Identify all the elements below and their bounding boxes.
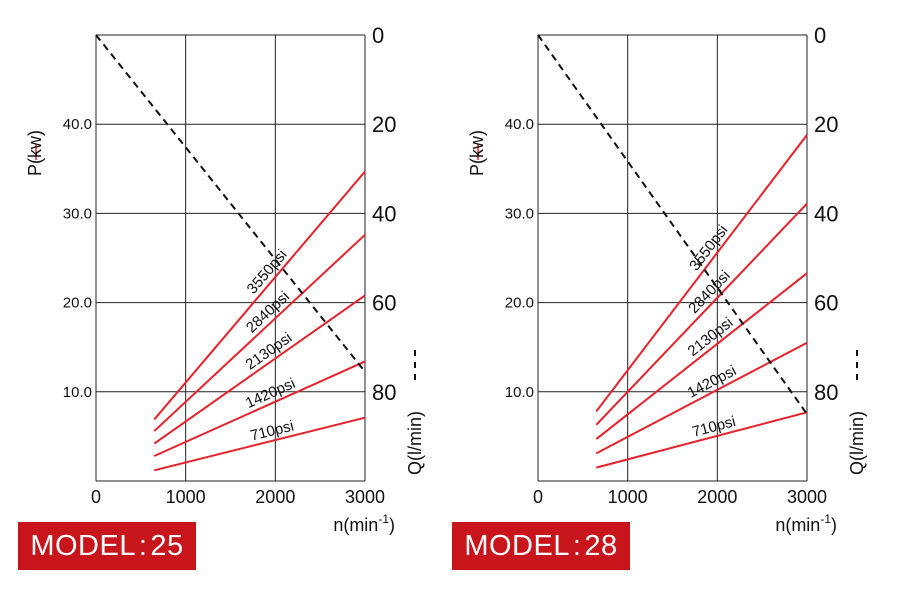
power-line-2130psi	[153, 294, 366, 445]
power-line-2840psi	[153, 234, 366, 432]
y-tick-label: 20.0	[505, 295, 534, 312]
chart-0: 10.0 20.0 30.0 40.0 0 20 40 60 80 0 1000 2000 3000 P(…	[25, 23, 425, 535]
power-line-710psi	[154, 416, 366, 472]
y2-tick-label: 0	[814, 23, 826, 48]
y2-tick-label: 20	[372, 112, 396, 137]
series-label-2130psi: 2130psi	[685, 314, 737, 360]
model-badge-28: MODEL : 28	[452, 522, 630, 570]
power-line-3550psi	[595, 134, 808, 413]
x-tick-label: 0	[91, 487, 101, 507]
x-tick-label: 3000	[345, 487, 385, 507]
y-axis-title: P(kw)	[25, 130, 45, 176]
series-label-3550psi: 3550psi	[686, 222, 731, 274]
y2-tick-label: 60	[814, 291, 838, 316]
model-badge-28-label: MODEL : 28	[464, 530, 618, 562]
series-label-2840psi: 2840psi	[685, 267, 734, 317]
flow-line	[537, 34, 808, 415]
series-label-2130psi: 2130psi	[243, 329, 296, 373]
y-tick-label: 40.0	[63, 116, 92, 133]
y-tick-label: 30.0	[63, 205, 92, 222]
y2-tick-label: 60	[372, 291, 396, 316]
y2-tick-label: 0	[372, 23, 384, 48]
y-tick-label: 40.0	[505, 116, 534, 133]
x-axis-title: n(min-1)	[333, 512, 395, 535]
chart-1: 10.0 20.0 30.0 40.0 0 20 40 60 80 0 1000 2000 3000 P(…	[467, 23, 867, 535]
series-label-1420psi: 1420psi	[243, 375, 298, 412]
y2-tick-label: 80	[372, 380, 396, 405]
x-axis-title: n(min-1)	[775, 512, 837, 535]
y-tick-label: 10.0	[505, 384, 534, 401]
power-line-1420psi	[153, 360, 366, 457]
series-label-2840psi: 2840psi	[243, 288, 293, 336]
y2-tick-label: 40	[372, 201, 396, 226]
power-line-1420psi	[595, 341, 808, 455]
y2-axis-title: Q(l/min)	[847, 411, 867, 475]
power-line-2130psi	[595, 272, 808, 440]
model-badge-25-label: MODEL : 25	[30, 530, 184, 562]
x-tick-label: 2000	[255, 487, 295, 507]
power-line-710psi	[596, 411, 808, 469]
y2-tick-label: 20	[814, 112, 838, 137]
flow-line	[95, 34, 366, 373]
power-line-2840psi	[595, 202, 808, 426]
y-tick-label: 10.0	[63, 384, 92, 401]
x-tick-label: 2000	[697, 487, 737, 507]
x-tick-label: 1000	[608, 487, 648, 507]
x-tick-label: 0	[533, 487, 543, 507]
y2-tick-label: 40	[814, 201, 838, 226]
y2-axis-title: Q(l/min)	[405, 411, 425, 475]
y-axis-title: P(kw)	[467, 130, 487, 176]
y2-tick-label: 80	[814, 380, 838, 405]
series-label-3550psi: 3550psi	[244, 246, 291, 297]
power-line-3550psi	[153, 170, 366, 421]
y-tick-label: 30.0	[505, 205, 534, 222]
x-tick-label: 3000	[787, 487, 827, 507]
y-tick-label: 20.0	[63, 295, 92, 312]
x-tick-label: 1000	[166, 487, 206, 507]
model-badge-25: MODEL : 25	[18, 522, 196, 570]
